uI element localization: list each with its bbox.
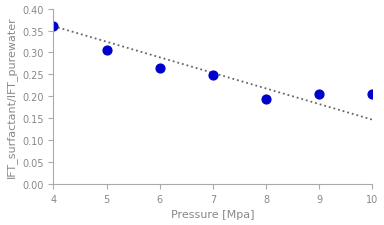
Point <box>103 49 109 53</box>
X-axis label: Pressure [Mpa]: Pressure [Mpa] <box>171 209 255 219</box>
Point <box>157 67 163 70</box>
Point <box>50 25 56 29</box>
Y-axis label: IFT_surfactant/IFT_purewater: IFT_surfactant/IFT_purewater <box>5 16 17 178</box>
Point <box>369 93 376 97</box>
Point <box>210 74 216 78</box>
Point <box>316 93 322 97</box>
Point <box>263 97 269 101</box>
